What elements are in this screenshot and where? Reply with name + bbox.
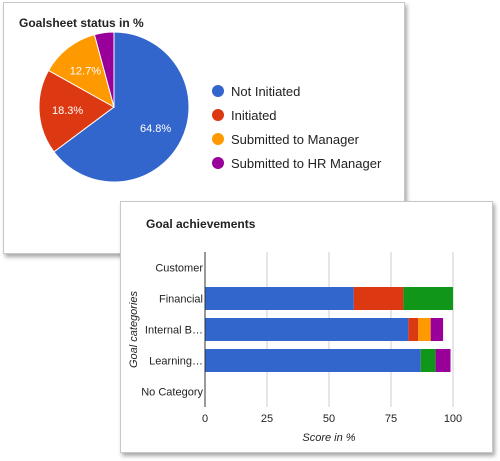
y-tick-label-internal-b: Internal B…	[145, 325, 203, 337]
pie-slice-submitted-to-hr-manager	[93, 31, 115, 108]
bar-internal-b-series-1	[408, 318, 419, 341]
x-axis-title: Score in %	[302, 432, 355, 444]
y-tick-label-financial: Financial	[159, 294, 203, 306]
bar-internal-b-series-0	[205, 318, 409, 341]
pie-slice-label: 18.3%	[52, 105, 83, 117]
legend-label-not-initiated: Not Initiated	[231, 84, 300, 99]
pie-chart-title: Goalsheet status in %	[19, 16, 144, 30]
bar-learning-series-3	[420, 349, 436, 372]
bar-learning-series-4	[435, 349, 451, 372]
pie-slice-submitted-to-manager	[47, 33, 115, 109]
pie-slice-initiated	[38, 69, 115, 153]
x-tick-label: 50	[323, 413, 335, 425]
pie-slice-label: 12.7%	[70, 65, 101, 77]
legend-marker-initiated	[212, 109, 224, 121]
bar-learning-series-0	[205, 349, 421, 372]
bar-internal-b-series-2	[418, 318, 431, 341]
bar-financial-series-0	[205, 287, 354, 310]
legend-marker-submitted-to-hr-manager	[212, 157, 224, 169]
pie-chart: 64.8% 18.3% 12.7% Not Initiated Initiated Sub…	[38, 31, 382, 183]
legend-marker-submitted-to-manager	[212, 133, 224, 145]
bar-financial-series-1	[353, 287, 404, 310]
y-tick-label-customer: Customer	[155, 263, 203, 275]
legend-marker-not-initiated	[212, 85, 224, 97]
pie-slice-label: 64.8%	[140, 123, 171, 135]
x-tick-label: 75	[385, 413, 397, 425]
y-axis-title: Goal categories	[128, 290, 140, 368]
legend-label-submitted-to-hr-manager: Submitted to HR Manager	[231, 156, 382, 171]
goal-achievements-card: Goal achievements 0 25 50 75 100 Customer Fina…	[120, 201, 493, 453]
bar-internal-b-series-4	[430, 318, 444, 341]
y-tick-label-no-category: No Category	[141, 387, 203, 399]
pie-slice-not-initiated	[53, 31, 190, 183]
goalsheet-status-card: Goalsheet status in % 64.8% 18.3% 12.7% Not…	[3, 2, 405, 254]
legend-label-initiated: Initiated	[231, 108, 277, 123]
bar-chart-title: Goal achievements	[146, 217, 256, 231]
x-tick-label: 100	[444, 413, 462, 425]
legend-label-submitted-to-manager: Submitted to Manager	[231, 132, 360, 147]
y-tick-label-learning: Learning…	[149, 356, 203, 368]
bar-chart: 0 25 50 75 100 Customer Financial Internal B… Le…	[128, 252, 462, 444]
x-tick-label: 0	[202, 413, 208, 425]
x-tick-label: 25	[261, 413, 273, 425]
bar-financial-series-3	[403, 287, 453, 310]
